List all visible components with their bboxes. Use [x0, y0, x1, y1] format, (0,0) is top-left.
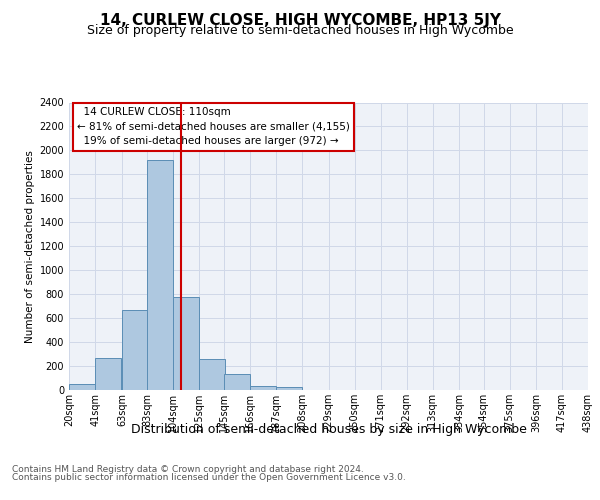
Text: Size of property relative to semi-detached houses in High Wycombe: Size of property relative to semi-detach… — [86, 24, 514, 37]
Bar — [250, 386, 277, 390]
Bar — [199, 360, 226, 390]
Text: Distribution of semi-detached houses by size in High Wycombe: Distribution of semi-detached houses by … — [131, 422, 527, 436]
Bar — [277, 387, 302, 390]
Bar — [122, 310, 148, 390]
Text: 14, CURLEW CLOSE, HIGH WYCOMBE, HP13 5JY: 14, CURLEW CLOSE, HIGH WYCOMBE, HP13 5JY — [100, 12, 500, 28]
Bar — [224, 374, 250, 390]
Bar — [173, 297, 199, 390]
Text: 14 CURLEW CLOSE: 110sqm
← 81% of semi-detached houses are smaller (4,155)
  19% : 14 CURLEW CLOSE: 110sqm ← 81% of semi-de… — [77, 107, 350, 146]
Bar — [147, 160, 173, 390]
Bar — [95, 358, 121, 390]
Text: Contains public sector information licensed under the Open Government Licence v3: Contains public sector information licen… — [12, 472, 406, 482]
Bar — [69, 384, 95, 390]
Y-axis label: Number of semi-detached properties: Number of semi-detached properties — [25, 150, 35, 342]
Text: Contains HM Land Registry data © Crown copyright and database right 2024.: Contains HM Land Registry data © Crown c… — [12, 465, 364, 474]
